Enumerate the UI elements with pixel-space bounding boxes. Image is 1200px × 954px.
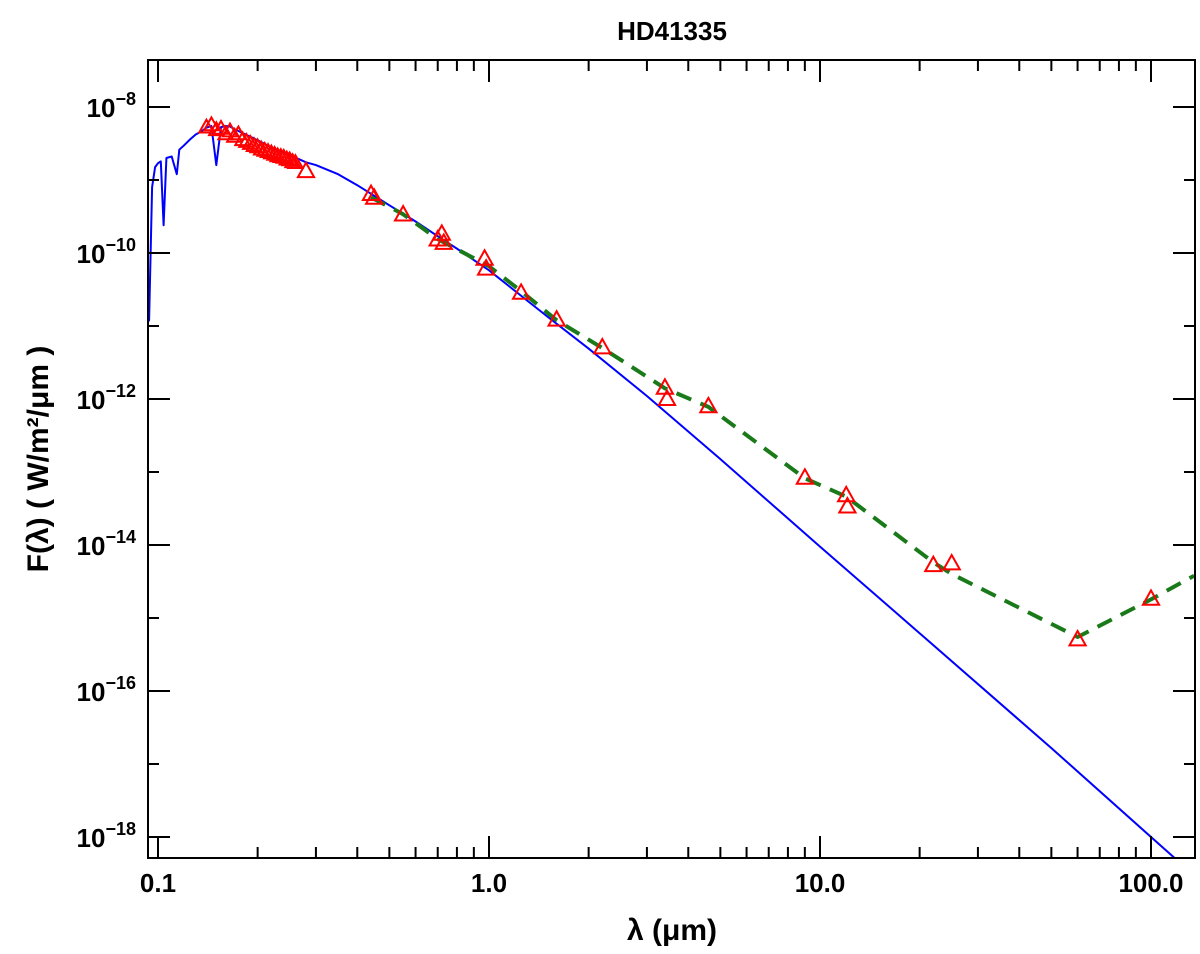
x-axis-label: λ (μm): [627, 914, 717, 947]
data-point: [296, 160, 316, 179]
data-point: [225, 126, 244, 143]
data-point: [476, 258, 496, 276]
data-point: [1141, 588, 1161, 606]
data-point: [237, 132, 256, 148]
x-tick-label: 0.1: [140, 868, 176, 898]
data-point: [241, 134, 260, 150]
y-tick-label: 10−14: [77, 527, 136, 561]
data-point: [1067, 628, 1088, 647]
chart-title: HD41335: [617, 16, 727, 46]
y-tick-label: 10−10: [77, 235, 136, 269]
series-line-solid: [148, 125, 1177, 858]
series-markers: [296, 160, 1161, 647]
data-point: [941, 552, 962, 571]
data-point: [233, 130, 252, 147]
plot-area: [148, 115, 1195, 858]
data-point: [433, 232, 454, 250]
data-point: [197, 117, 216, 134]
data-point: [393, 204, 413, 222]
data-point: [248, 137, 267, 154]
data-point: [511, 282, 531, 300]
data-point: [546, 309, 567, 327]
y-tick-label: 10−12: [77, 381, 136, 415]
data-point: [245, 136, 263, 152]
y-axis-label: F(λ) ( W/m²/μm ): [22, 346, 55, 573]
series-markers: [197, 115, 305, 169]
data-point: [207, 120, 226, 137]
data-point: [795, 467, 815, 485]
data-point: [216, 124, 235, 141]
y-tick-label: 10−8: [87, 89, 136, 123]
data-point: [837, 496, 858, 514]
data-point: [698, 395, 719, 414]
x-tick-label: 100.0: [1118, 868, 1183, 898]
data-point: [923, 554, 944, 573]
x-axis: 0.1 1.0 10.0 100.0: [140, 60, 1184, 898]
data-point: [286, 153, 305, 169]
x-tick-label: 1.0: [471, 868, 507, 898]
plot-frame: [147, 59, 1196, 859]
data-point: [592, 336, 613, 355]
y-axis: 10−8 10−10 10−12 10−14 10−16 10−18: [77, 89, 1195, 853]
y-tick-label: 10−18: [77, 819, 136, 853]
y-tick-label: 10−16: [77, 673, 136, 707]
data-point: [364, 187, 385, 205]
data-point: [657, 388, 677, 406]
series-line-dashed: [370, 195, 1195, 639]
x-tick-label: 10.0: [795, 868, 846, 898]
